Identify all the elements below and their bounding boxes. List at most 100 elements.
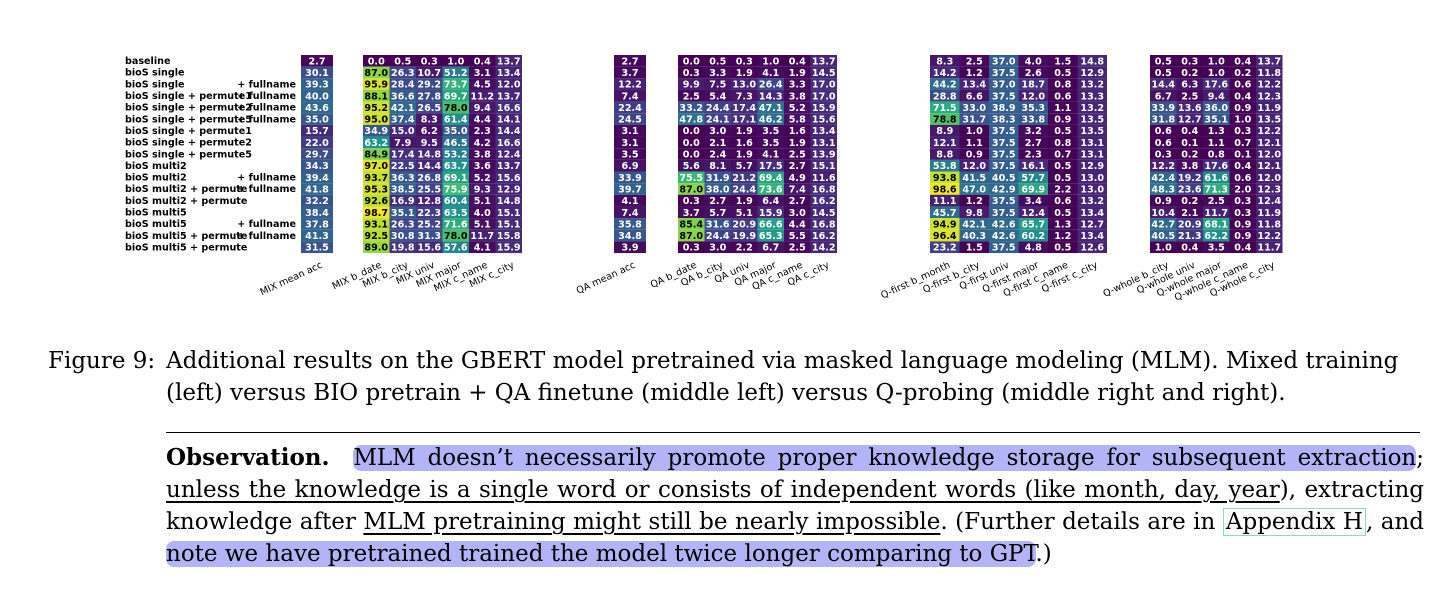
cell-value: 1.0 bbox=[447, 56, 464, 67]
cell-value: 20.9 bbox=[1178, 219, 1202, 230]
heatmap-cell bbox=[614, 55, 646, 67]
cell-value: 1.9 bbox=[736, 126, 753, 137]
heatmap-cell bbox=[469, 124, 496, 137]
heatmap-cell bbox=[1256, 229, 1283, 242]
heatmap-cell bbox=[704, 229, 731, 242]
heatmap-cell bbox=[1077, 159, 1107, 172]
cell-value: 3.3 bbox=[789, 80, 806, 91]
cell-value: 1.9 bbox=[789, 138, 806, 149]
heatmap-cell bbox=[678, 206, 705, 219]
cell-value: 65.3 bbox=[759, 231, 783, 242]
cell-value: 0.5 bbox=[1054, 68, 1071, 79]
cell-value: 20.9 bbox=[732, 219, 756, 230]
heatmap-cell bbox=[495, 113, 522, 125]
cell-value: 13.4 bbox=[497, 68, 521, 79]
cell-value: 42.6 bbox=[992, 219, 1016, 230]
heatmap-cell bbox=[1150, 183, 1177, 195]
heatmap-cell bbox=[1018, 194, 1048, 207]
heatmap-cell bbox=[930, 241, 960, 254]
heatmap-cell bbox=[678, 101, 705, 114]
heatmap-cell bbox=[495, 78, 522, 90]
heatmap-cell bbox=[1150, 194, 1177, 207]
heatmap-cell bbox=[1048, 241, 1078, 254]
cell-value: 25.5 bbox=[417, 184, 441, 195]
cell-value: 93.7 bbox=[364, 173, 388, 184]
cell-value: 0.9 bbox=[1234, 231, 1251, 242]
heatmap-cell bbox=[416, 66, 443, 79]
heatmap-cell bbox=[495, 194, 522, 207]
cell-value: 0.0 bbox=[683, 138, 700, 149]
heatmap-cell bbox=[469, 229, 496, 242]
heatmap-cell bbox=[1018, 113, 1048, 125]
heatmap-cell bbox=[469, 218, 496, 230]
heatmap-cell bbox=[301, 66, 333, 79]
heatmap-cell bbox=[704, 136, 731, 149]
heatmap-cell bbox=[442, 241, 469, 254]
cell-value: 2.4 bbox=[709, 150, 726, 161]
heatmap-cell bbox=[810, 194, 837, 207]
cell-value: 71.5 bbox=[933, 103, 957, 114]
heatmap-cell bbox=[469, 78, 496, 90]
cell-value: 14.8 bbox=[1080, 56, 1104, 67]
appendix-link[interactable]: Appendix H bbox=[1222, 508, 1366, 536]
row-label: bioS single + permute1 bbox=[125, 126, 252, 137]
cell-value: 12.2 bbox=[1257, 80, 1281, 91]
heatmap-cell bbox=[469, 159, 496, 172]
cell-value: 1.9 bbox=[736, 150, 753, 161]
heatmap-cell bbox=[731, 183, 758, 195]
cell-value: 98.6 bbox=[933, 184, 957, 195]
cell-value: 37.0 bbox=[992, 80, 1016, 91]
heatmap-cell bbox=[301, 113, 333, 125]
cell-value: 78.0 bbox=[444, 231, 468, 242]
cell-value: 11.8 bbox=[1257, 219, 1281, 230]
heatmap-cell bbox=[1229, 113, 1256, 125]
heatmap-cell bbox=[1203, 218, 1230, 230]
heatmap-cell bbox=[1077, 183, 1107, 195]
heatmap-cell bbox=[678, 218, 705, 230]
cell-value: 34.3 bbox=[305, 161, 329, 172]
cell-value: 3.7 bbox=[622, 68, 639, 79]
heatmap-cell bbox=[1077, 241, 1107, 254]
heatmap-cell bbox=[784, 66, 811, 79]
cell-value: 1.3 bbox=[1208, 126, 1225, 137]
heatmap-cell bbox=[363, 89, 390, 102]
cell-value: 13.4 bbox=[1080, 231, 1104, 242]
heatmap-cell bbox=[614, 218, 646, 230]
heatmap-cell bbox=[1077, 55, 1107, 67]
heatmap-cell bbox=[959, 194, 989, 207]
heatmap-cell bbox=[416, 113, 443, 125]
heatmap-cell bbox=[1256, 136, 1283, 149]
cell-value: 15.9 bbox=[759, 208, 783, 219]
cell-value: 12.9 bbox=[1080, 68, 1104, 79]
cell-value: 8.3 bbox=[936, 56, 953, 67]
cell-value: 14.8 bbox=[417, 150, 441, 161]
heatmap-cell bbox=[1176, 148, 1203, 160]
heatmap-cell bbox=[469, 148, 496, 160]
heatmap-cell bbox=[469, 183, 496, 195]
cell-value: 47.1 bbox=[759, 103, 783, 114]
cell-value: 2.5 bbox=[1181, 91, 1198, 102]
heatmap-cell bbox=[704, 206, 731, 219]
heatmap-cell bbox=[1203, 241, 1230, 254]
cell-value: 12.9 bbox=[497, 184, 521, 195]
cell-value: 3.5 bbox=[1208, 243, 1225, 254]
heatmap-cell bbox=[930, 159, 960, 172]
cell-value: 2.3 bbox=[474, 126, 491, 137]
cell-value: 26.3 bbox=[391, 68, 415, 79]
cell-value: 13.3 bbox=[1080, 91, 1104, 102]
heatmap-cell bbox=[784, 194, 811, 207]
heatmap-cell bbox=[442, 218, 469, 230]
cell-value: 12.3 bbox=[1257, 91, 1281, 102]
heatmap-cell bbox=[989, 241, 1019, 254]
heatmap-cell bbox=[1229, 194, 1256, 207]
cell-value: 12.2 bbox=[1257, 126, 1281, 137]
heatmap-cell bbox=[930, 101, 960, 114]
heatmap-cell bbox=[442, 183, 469, 195]
heatmap-cell bbox=[959, 206, 989, 219]
heatmap-cell bbox=[1176, 89, 1203, 102]
cell-value: 0.3 bbox=[1234, 196, 1251, 207]
cell-value: 75.9 bbox=[444, 184, 468, 195]
heatmap-cell bbox=[301, 159, 333, 172]
cell-value: 12.6 bbox=[1080, 243, 1104, 254]
